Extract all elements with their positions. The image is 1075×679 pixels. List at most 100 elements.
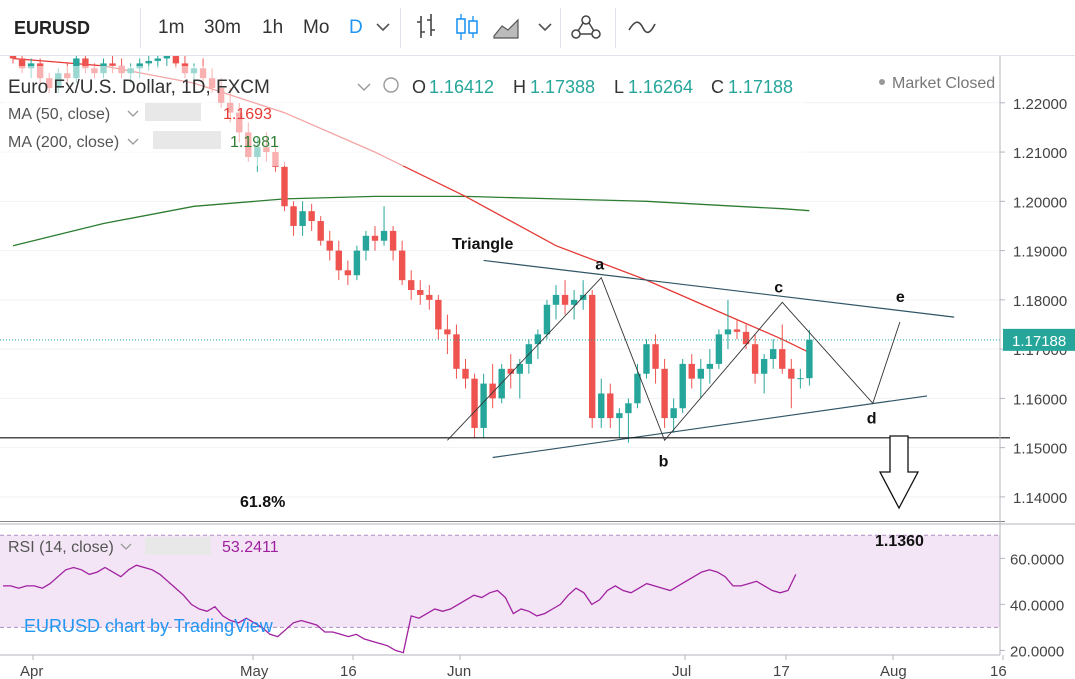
time-tick-label: Aug xyxy=(880,663,907,679)
wave-point-label: c xyxy=(774,279,783,296)
eye-icon[interactable] xyxy=(383,77,399,93)
candle-body xyxy=(760,358,768,374)
rsi-controls[interactable] xyxy=(145,537,211,555)
price-tick-label: 1.20000 xyxy=(1013,194,1067,211)
candle-body xyxy=(489,383,496,399)
candle-body xyxy=(353,250,361,276)
candle-body xyxy=(435,299,442,330)
price-tick-label: 1.18000 xyxy=(1013,293,1067,310)
candle-body xyxy=(362,235,370,251)
interval-1m-button[interactable]: 1m xyxy=(158,17,185,38)
candle-body xyxy=(751,344,759,374)
ma200-legend-value: 1.1981 xyxy=(230,134,279,151)
indicators-icon[interactable] xyxy=(569,12,603,42)
chevron-down-icon[interactable] xyxy=(127,138,139,145)
candle-body xyxy=(534,334,542,345)
toolbar-separator xyxy=(560,8,561,48)
interval-30m-button[interactable]: 30m xyxy=(204,17,241,38)
candle-body xyxy=(670,408,677,419)
candle-body xyxy=(788,368,795,379)
price-axis[interactable]: 1.220001.210001.200001.190001.180001.170… xyxy=(1000,96,1075,507)
chevron-down-icon[interactable] xyxy=(127,110,139,117)
candle-body xyxy=(570,299,578,305)
triangle-lower-line xyxy=(492,395,928,459)
toolbar-separator xyxy=(140,8,141,48)
interval-d-button[interactable]: D xyxy=(349,17,363,38)
interval-1h-button[interactable]: 1h xyxy=(262,17,284,38)
time-tick-label: Apr xyxy=(20,663,43,679)
down-arrow-icon xyxy=(878,435,920,510)
legend-close-label: C xyxy=(711,77,724,97)
legend-high-value: 1.17388 xyxy=(530,77,595,97)
chevron-down-icon[interactable] xyxy=(357,83,371,91)
time-axis[interactable]: Apr May 16 Jun Jul 17 Aug 16 xyxy=(20,655,1007,679)
candle-body xyxy=(417,290,424,295)
ma50-legend-label: MA (50, close) xyxy=(8,106,110,123)
rsi-tick-label: 40.0000 xyxy=(1010,597,1064,614)
legend-low-label: L xyxy=(614,77,624,97)
candle-body xyxy=(426,294,433,300)
last-price-label: 1.17188 xyxy=(1012,333,1066,350)
candle-body xyxy=(389,230,397,251)
legend-title: Euro Fx/U.S. Dollar, 1D, FXCM xyxy=(8,77,270,98)
rsi-legend-value: 53.2411 xyxy=(222,539,279,556)
candle-body xyxy=(561,294,569,305)
candles-icon[interactable] xyxy=(450,12,484,42)
chevron-down-icon[interactable] xyxy=(120,543,132,550)
candle-body xyxy=(172,56,180,64)
candle-body xyxy=(715,334,723,364)
triangle-upper-line xyxy=(483,259,955,318)
candle-body xyxy=(697,368,704,379)
rsi-line xyxy=(3,564,797,654)
candle-body xyxy=(652,344,659,369)
time-tick-label: 17 xyxy=(773,663,790,679)
time-tick-label: May xyxy=(240,663,269,679)
candle-body xyxy=(507,368,514,374)
compare-icon[interactable] xyxy=(625,12,659,42)
candle-body xyxy=(308,211,315,222)
area-chart-icon[interactable] xyxy=(490,12,524,42)
time-tick-label: 16 xyxy=(990,663,1007,679)
rsi-legend-label: RSI (14, close) xyxy=(8,539,114,556)
rsi-tick-label: 20.0000 xyxy=(1010,643,1064,660)
price-tick-label: 1.21000 xyxy=(1013,145,1067,162)
rsi-axis[interactable]: 60.0000 40.0000 20.0000 xyxy=(1000,551,1064,660)
candle-body xyxy=(625,403,632,414)
interval-mo-button[interactable]: Mo xyxy=(303,17,330,38)
candle-body xyxy=(398,250,406,281)
abcde-wave-line xyxy=(447,276,901,442)
ma50-controls[interactable] xyxy=(145,103,201,121)
price-tick-label: 1.19000 xyxy=(1013,244,1067,261)
price-tick-label: 1.14000 xyxy=(1013,490,1067,507)
candle-body xyxy=(516,363,523,374)
candle-body xyxy=(688,363,695,379)
candle-body xyxy=(607,393,614,419)
candle-body xyxy=(706,363,714,369)
candle-body xyxy=(480,383,487,428)
candle-body xyxy=(679,363,686,409)
symbol-label[interactable]: EURUSD xyxy=(14,18,91,38)
candle-body xyxy=(444,329,451,335)
candle-body xyxy=(471,378,478,428)
fib-label: 61.8% xyxy=(240,494,285,511)
time-tick-label: Jul xyxy=(672,663,691,679)
candle-body xyxy=(806,339,813,379)
ma50-legend-value: 1.1693 xyxy=(223,106,272,123)
rsi-legend: RSI (14, close) 53.2411 xyxy=(8,537,279,556)
ma200-controls[interactable] xyxy=(153,131,221,149)
price-tick-label: 1.16000 xyxy=(1013,391,1067,408)
chart-area[interactable]: a b c d e 1.22000 1.21000 1.20000 1.19000 1.1800… xyxy=(0,56,1075,679)
candle-body xyxy=(380,230,388,241)
candle-body xyxy=(453,334,460,369)
wave-point-label: e xyxy=(896,289,905,306)
candle-body xyxy=(742,331,750,345)
ma200-legend-label: MA (200, close) xyxy=(8,134,119,151)
wave-point-label: a xyxy=(595,257,604,274)
bar-style-icon[interactable] xyxy=(411,12,445,42)
candle-body xyxy=(543,304,551,335)
candle-body xyxy=(616,413,623,419)
chevron-down-icon[interactable] xyxy=(534,12,568,42)
chevron-down-icon[interactable] xyxy=(372,12,406,42)
candle-body xyxy=(643,344,650,374)
triangle-label: Triangle xyxy=(452,236,513,253)
